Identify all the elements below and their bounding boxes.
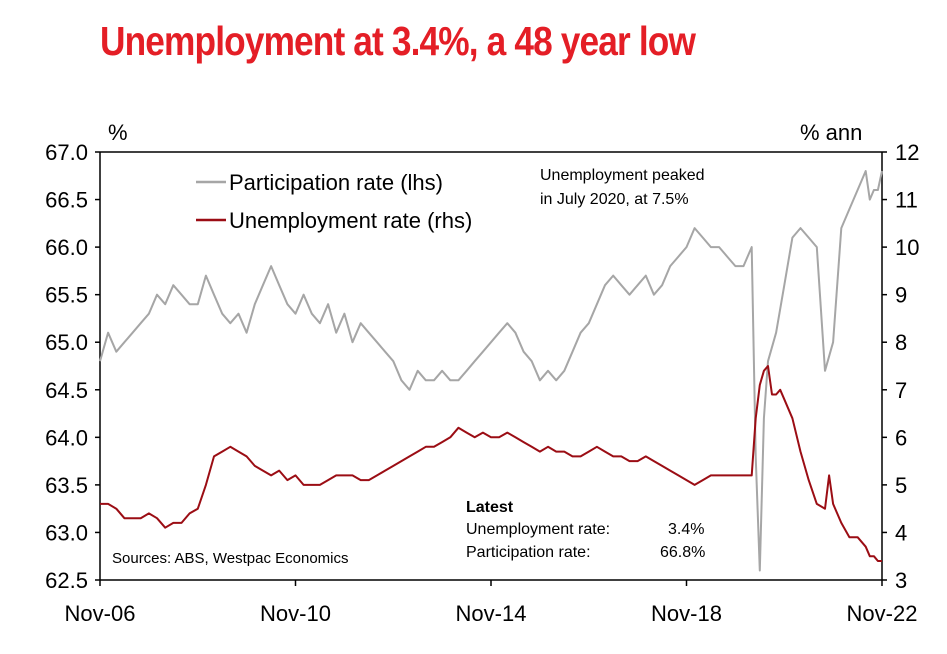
- x-tick-label: Nov-14: [456, 601, 527, 626]
- latest-heading: Latest: [466, 499, 514, 516]
- left-tick-label: 64.5: [45, 378, 88, 403]
- x-axis-ticks: Nov-06 Nov-10 Nov-14 Nov-18 Nov-22: [65, 580, 918, 626]
- left-tick-label: 63.5: [45, 473, 88, 498]
- left-tick-label: 65.0: [45, 330, 88, 355]
- legend-label-participation: Participation rate (lhs): [229, 170, 443, 195]
- latest-participation-value: 66.8%: [660, 544, 705, 561]
- x-tick-label: Nov-06: [65, 601, 136, 626]
- annotation-line-1: Unemployment peaked: [540, 167, 705, 184]
- left-tick-label: 65.5: [45, 283, 88, 308]
- right-tick-label: 8: [895, 330, 907, 355]
- x-tick-label: Nov-22: [847, 601, 918, 626]
- left-tick-label: 64.0: [45, 425, 88, 450]
- x-tick-label: Nov-18: [651, 601, 722, 626]
- series-lines: [99, 170, 883, 572]
- left-tick-label: 62.5: [45, 568, 88, 593]
- right-tick-label: 3: [895, 568, 907, 593]
- right-tick-label: 6: [895, 425, 907, 450]
- right-tick-label: 10: [895, 235, 919, 260]
- left-axis-ticks: 62.5 63.0 63.5 64.0 64.5 65.0 65.5 66.0 66.5 67.0: [45, 140, 100, 593]
- right-tick-label: 12: [895, 140, 919, 165]
- legend-label-unemployment: Unemployment rate (rhs): [229, 208, 472, 233]
- latest-unemployment-label: Unemployment rate:: [466, 521, 610, 538]
- chart-title: Unemployment at 3.4%, a 48 year low: [100, 18, 696, 64]
- participation-rate-line: [99, 170, 883, 572]
- latest-participation-label: Participation rate:: [466, 544, 591, 561]
- right-axis-ticks: 3 4 5 6 7 8 9 10 11 12: [882, 140, 919, 593]
- right-tick-label: 4: [895, 520, 907, 545]
- left-tick-label: 66.0: [45, 235, 88, 260]
- source-note: Sources: ABS, Westpac Economics: [112, 550, 349, 567]
- latest-unemployment-value: 3.4%: [668, 521, 704, 538]
- left-tick-label: 66.5: [45, 188, 88, 213]
- right-tick-label: 7: [895, 378, 907, 403]
- left-tick-label: 67.0: [45, 140, 88, 165]
- right-tick-label: 5: [895, 473, 907, 498]
- left-axis-unit: %: [108, 120, 128, 145]
- annotation-line-2: in July 2020, at 7.5%: [540, 191, 689, 208]
- right-axis-unit: % ann: [800, 120, 862, 145]
- x-tick-label: Nov-10: [260, 601, 331, 626]
- right-tick-label: 9: [895, 283, 907, 308]
- left-tick-label: 63.0: [45, 520, 88, 545]
- right-tick-label: 11: [895, 188, 918, 213]
- unemployment-rate-line: [100, 365, 882, 562]
